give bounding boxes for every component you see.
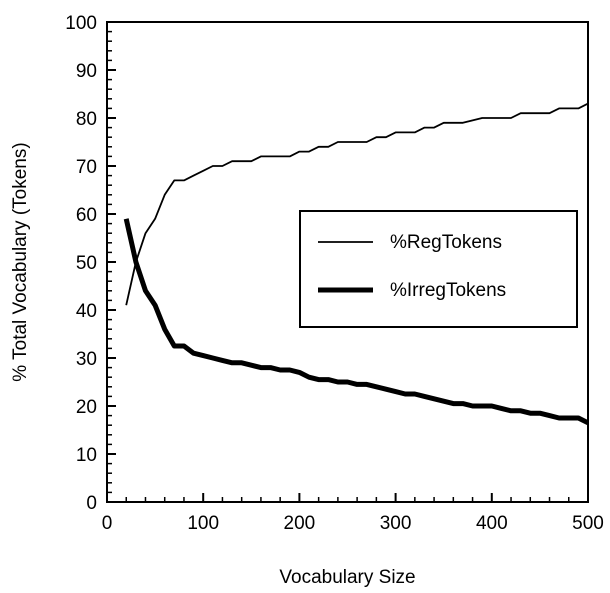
y-tick-label: 40	[76, 301, 97, 322]
legend-label: %RegTokens	[390, 232, 502, 253]
x-tick-label: 100	[187, 513, 219, 534]
legend: %RegTokens %IrregTokens	[299, 210, 578, 328]
y-tick-label: 20	[76, 397, 97, 418]
y-tick-label: 10	[76, 445, 97, 466]
x-tick-label: 300	[380, 513, 412, 534]
legend-box	[299, 210, 578, 328]
y-tick-label: 70	[76, 157, 97, 178]
y-tick-label: 100	[65, 13, 97, 34]
y-tick-label: 60	[76, 205, 97, 226]
y-axis-label: % Total Vocabulary (Tokens)	[10, 142, 31, 381]
y-tick-label: 0	[86, 493, 97, 514]
plot-frame	[106, 21, 589, 503]
y-tick-label: 30	[76, 349, 97, 370]
x-tick-label: 400	[476, 513, 508, 534]
x-tick-label: 0	[102, 513, 113, 534]
y-tick-label: 80	[76, 109, 97, 130]
legend-label: %IrregTokens	[390, 280, 506, 301]
x-axis-label: Vocabulary Size	[279, 567, 415, 588]
series-layer	[123, 102, 590, 426]
series-line-reg-tokens	[125, 102, 589, 306]
x-tick-label: 200	[284, 513, 316, 534]
y-tick-label: 90	[76, 61, 97, 82]
x-tick-label: 500	[572, 513, 604, 534]
series-line-irreg-tokens	[123, 218, 590, 426]
y-tick-label: 50	[76, 253, 97, 274]
